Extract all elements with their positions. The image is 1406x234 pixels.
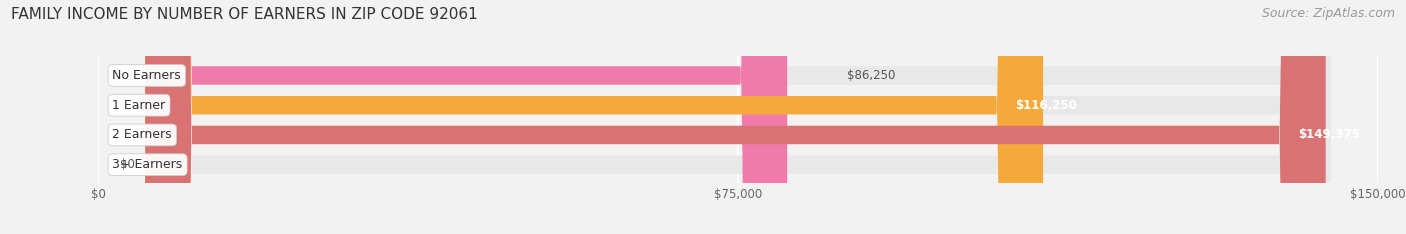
Text: $116,250: $116,250 [1015, 99, 1077, 112]
Text: $0: $0 [120, 158, 135, 171]
FancyBboxPatch shape [145, 0, 1331, 234]
FancyBboxPatch shape [145, 0, 787, 234]
FancyBboxPatch shape [145, 0, 1331, 234]
Text: FAMILY INCOME BY NUMBER OF EARNERS IN ZIP CODE 92061: FAMILY INCOME BY NUMBER OF EARNERS IN ZI… [11, 7, 478, 22]
Text: No Earners: No Earners [112, 69, 181, 82]
FancyBboxPatch shape [145, 0, 1331, 234]
Text: 1 Earner: 1 Earner [112, 99, 166, 112]
Text: Source: ZipAtlas.com: Source: ZipAtlas.com [1261, 7, 1395, 20]
FancyBboxPatch shape [145, 0, 1326, 234]
FancyBboxPatch shape [145, 0, 1043, 234]
FancyBboxPatch shape [145, 0, 1331, 234]
Text: $86,250: $86,250 [846, 69, 896, 82]
Text: 3+ Earners: 3+ Earners [112, 158, 183, 171]
Text: $149,375: $149,375 [1298, 128, 1360, 141]
Text: 2 Earners: 2 Earners [112, 128, 172, 141]
